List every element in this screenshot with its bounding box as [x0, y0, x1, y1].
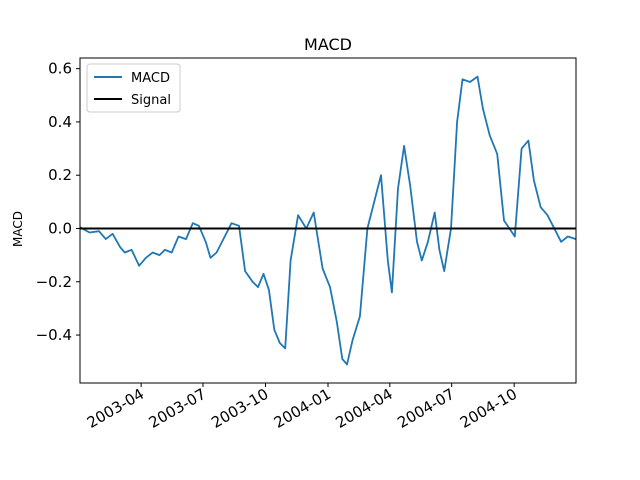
- y-tick-label: 0.0: [48, 219, 72, 237]
- chart-title: MACD: [304, 35, 352, 54]
- y-tick-label: 0.6: [48, 60, 72, 78]
- y-tick-label: −0.4: [36, 326, 72, 344]
- y-axis-label: MACD: [11, 211, 25, 247]
- y-tick-label: 0.2: [48, 166, 72, 184]
- y-tick-label: −0.2: [36, 273, 72, 291]
- legend-label-signal: Signal: [131, 93, 171, 108]
- legend-label-macd: MACD: [131, 71, 170, 86]
- y-tick-label: 0.4: [48, 113, 72, 131]
- legend: MACD Signal: [86, 63, 181, 113]
- series-line-macd: [79, 75, 577, 366]
